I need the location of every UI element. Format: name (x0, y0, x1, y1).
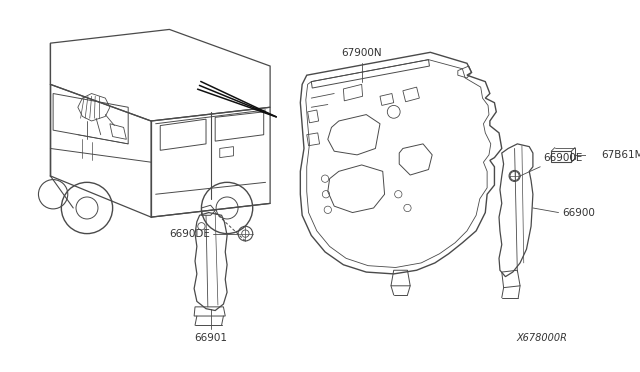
Text: X678000R: X678000R (517, 333, 568, 343)
Text: 66901: 66901 (194, 333, 227, 343)
Text: 67900N: 67900N (341, 48, 382, 58)
Text: 66900: 66900 (562, 208, 595, 218)
Text: 66900E: 66900E (543, 153, 582, 163)
Text: 67B61M: 67B61M (602, 150, 640, 160)
Text: 6690DE: 6690DE (170, 229, 211, 238)
